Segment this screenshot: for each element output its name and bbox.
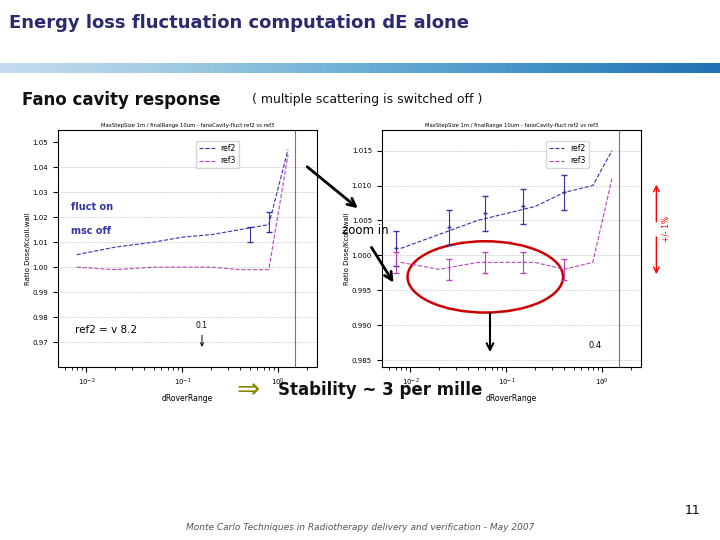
ref3 — [435, 266, 444, 273]
Text: Energy loss fluctuation computation dE alone: Energy loss fluctuation computation dE a… — [9, 14, 469, 32]
ref2 — [178, 234, 186, 240]
ref3 — [149, 264, 158, 271]
Text: ⇒: ⇒ — [236, 376, 260, 404]
ref2 — [284, 146, 292, 153]
Text: ref2 = v 8.2: ref2 = v 8.2 — [75, 325, 137, 335]
ref2 — [608, 147, 616, 154]
Text: zoom in: zoom in — [342, 224, 388, 237]
X-axis label: dRoverRange: dRoverRange — [161, 394, 213, 403]
Line: ref2: ref2 — [401, 151, 612, 248]
Text: msc off: msc off — [71, 226, 111, 236]
ref3 — [73, 264, 81, 271]
ref2 — [264, 221, 273, 228]
ref2 — [73, 252, 81, 258]
ref2 — [207, 232, 215, 238]
ref2 — [235, 226, 244, 233]
ref3 — [559, 266, 568, 273]
ref2 — [111, 244, 120, 251]
Title: MaxStepSize 1m / finalRange 10um - fanoCavity-fluct ref2 vs ref3: MaxStepSize 1m / finalRange 10um - fanoC… — [425, 123, 598, 128]
Text: Monte Carlo Techniques in Radiotherapy delivery and verification - May 2007: Monte Carlo Techniques in Radiotherapy d… — [186, 523, 534, 532]
Line: ref3: ref3 — [401, 179, 612, 269]
ref3 — [397, 259, 405, 266]
Text: ( multiple scattering is switched off ): ( multiple scattering is switched off ) — [248, 93, 483, 106]
Text: +/- 1%: +/- 1% — [662, 217, 670, 242]
ref3 — [284, 151, 292, 158]
ref3 — [235, 266, 244, 273]
ref2 — [588, 183, 597, 189]
ref3 — [608, 176, 616, 182]
ref2 — [559, 189, 568, 195]
ref2 — [435, 231, 444, 238]
Y-axis label: Ratio Dose/Kcoll.wall: Ratio Dose/Kcoll.wall — [344, 212, 350, 285]
Text: fluct on: fluct on — [71, 202, 113, 212]
Line: ref2: ref2 — [77, 150, 288, 255]
Legend: ref2, ref3: ref2, ref3 — [546, 140, 589, 168]
ref2 — [397, 245, 405, 252]
ref2 — [502, 210, 510, 217]
ref3 — [588, 259, 597, 266]
Text: 0.4: 0.4 — [589, 341, 602, 350]
Text: 11: 11 — [684, 503, 700, 516]
ref3 — [473, 259, 482, 266]
ref3 — [178, 264, 186, 271]
Text: 0.1: 0.1 — [196, 321, 208, 346]
ref2 — [531, 203, 539, 210]
ref3 — [111, 266, 120, 273]
Y-axis label: Ratio Dose/Kcoll.wall: Ratio Dose/Kcoll.wall — [24, 212, 31, 285]
ref3 — [502, 259, 510, 266]
Line: ref3: ref3 — [77, 154, 288, 269]
Text: Stability ~ 3 per mille: Stability ~ 3 per mille — [278, 381, 482, 399]
Legend: ref2, ref3: ref2, ref3 — [197, 140, 239, 168]
ref3 — [531, 259, 539, 266]
Text: Fano cavity response: Fano cavity response — [22, 91, 220, 109]
ref2 — [473, 217, 482, 224]
ref3 — [264, 266, 273, 273]
Title: MaxStepSize 1m / finalRange 10um - fanoCavity-fluct ref2 vs ref3: MaxStepSize 1m / finalRange 10um - fanoC… — [101, 123, 274, 128]
ref2 — [149, 239, 158, 245]
X-axis label: dRoverRange: dRoverRange — [485, 394, 537, 403]
ref3 — [207, 264, 215, 271]
